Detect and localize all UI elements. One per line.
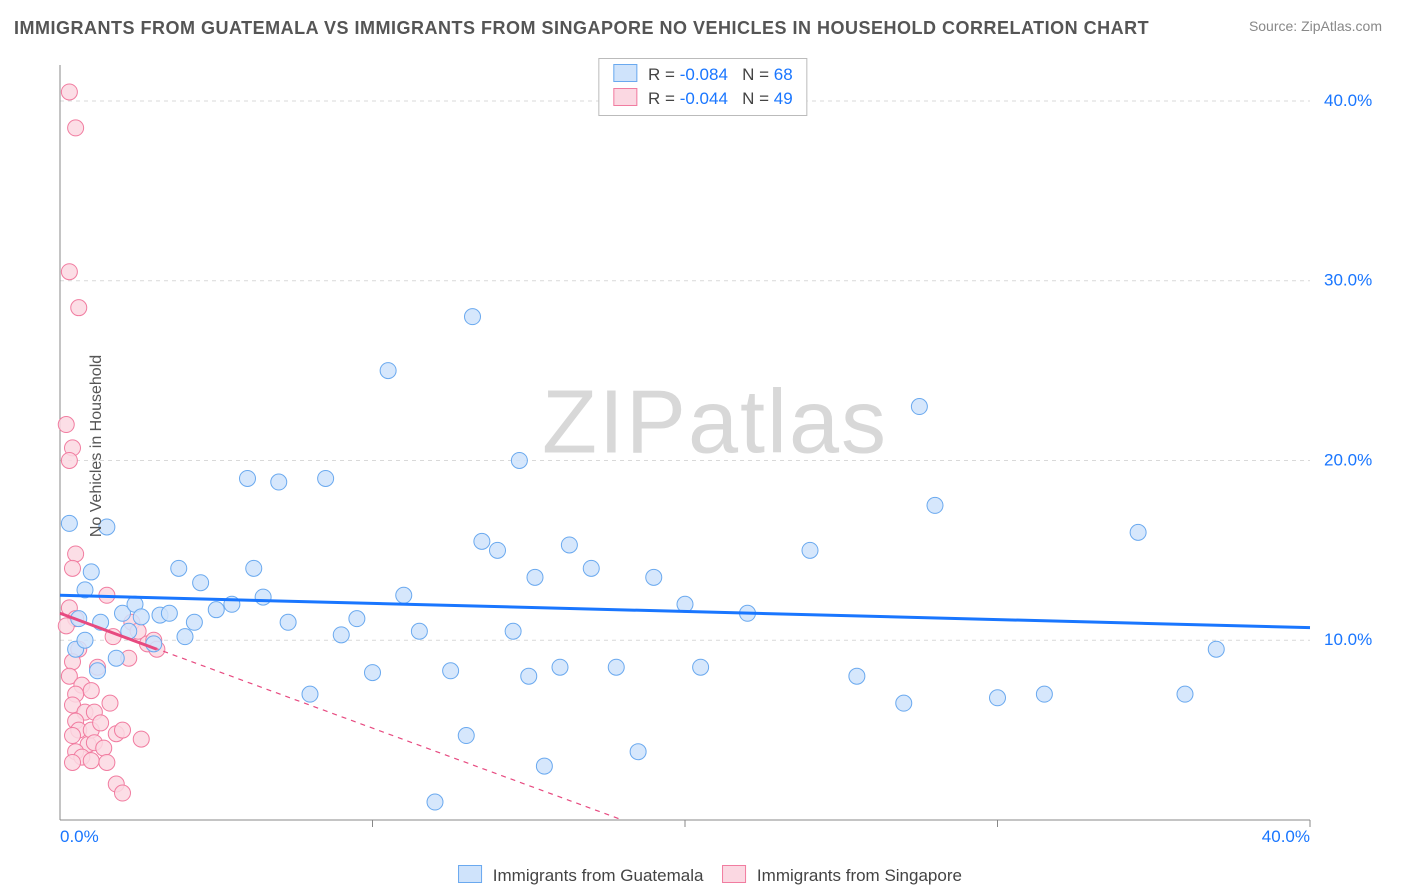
y-axis-label: No Vehicles in Household (88, 355, 106, 537)
chart-canvas: 10.0% 20.0% 30.0% 40.0% 0.0% 40.0% (50, 55, 1380, 855)
stats-legend: R = -0.084 N = 68 R = -0.044 N = 49 (598, 58, 807, 116)
bottom-legend: Immigrants from Guatemala Immigrants fro… (444, 865, 962, 886)
scatter-plot: 10.0%20.0%30.0%40.0%0.0%40.0% ZIPatlas (50, 55, 1380, 855)
svg-text:30.0%: 30.0% (1324, 271, 1372, 290)
svg-text:20.0%: 20.0% (1324, 450, 1372, 469)
source-label: Source: ZipAtlas.com (1249, 18, 1382, 34)
chart-title: IMMIGRANTS FROM GUATEMALA VS IMMIGRANTS … (14, 18, 1149, 39)
svg-text:40.0%: 40.0% (1324, 91, 1372, 110)
svg-text:40.0%: 40.0% (1262, 827, 1310, 846)
stats-row-singapore: R = -0.044 N = 49 (613, 87, 792, 111)
swatch-guatemala-bottom (458, 865, 482, 883)
legend-label-guatemala: Immigrants from Guatemala (493, 866, 704, 885)
swatch-guatemala (613, 64, 637, 82)
stats-row-guatemala: R = -0.084 N = 68 (613, 63, 792, 87)
svg-text:10.0%: 10.0% (1324, 630, 1372, 649)
svg-text:0.0%: 0.0% (60, 827, 99, 846)
legend-label-singapore: Immigrants from Singapore (757, 866, 962, 885)
swatch-singapore-bottom (722, 865, 746, 883)
swatch-singapore (613, 88, 637, 106)
